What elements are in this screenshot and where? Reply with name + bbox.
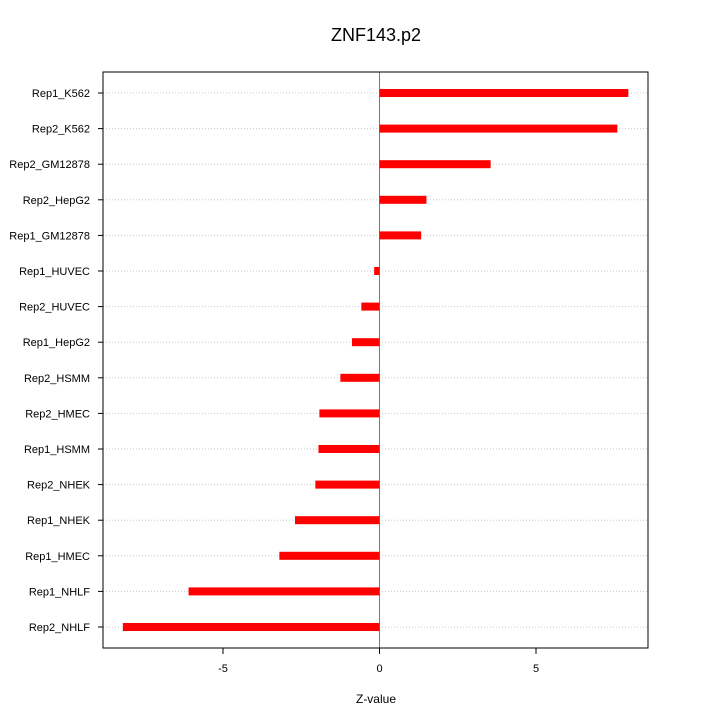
category-label: Rep2_K562: [32, 124, 90, 136]
x-axis-label: Z-value: [356, 692, 396, 706]
chart-title: ZNF143.p2: [331, 25, 421, 45]
bar: [374, 267, 380, 275]
category-label: Rep1_GM12878: [9, 230, 90, 242]
category-label: Rep1_NHLF: [29, 586, 90, 598]
category-label: Rep1_HMEC: [25, 551, 90, 563]
bar: [379, 160, 491, 169]
plot-frame: [102, 71, 649, 649]
category-label: Rep1_K562: [32, 88, 90, 100]
bar: [315, 480, 380, 489]
bar: [379, 195, 427, 204]
grid-lines: [103, 92, 648, 628]
bar: [379, 89, 629, 97]
x-tick-label: -5: [218, 663, 228, 675]
category-label: Rep1_NHEK: [27, 515, 91, 527]
bar: [379, 231, 422, 240]
category-label: Rep1_HepG2: [23, 337, 90, 349]
category-label: Rep2_NHEK: [27, 480, 91, 492]
bar: [188, 587, 380, 596]
category-label: Rep2_GM12878: [9, 159, 90, 171]
category-label: Rep2_HSMM: [24, 373, 90, 385]
category-label: Rep2_HepG2: [23, 195, 90, 207]
x-tick-label: 5: [533, 663, 539, 675]
category-label: Rep1_HUVEC: [19, 266, 90, 278]
category-labels: Rep1_K562 Rep2_K562 Rep2_GM12878 Rep2_HepG2…: [9, 88, 103, 634]
x-axis: -5 0 5: [218, 648, 539, 675]
category-label: Rep1_HSMM: [24, 444, 90, 456]
bars: [122, 89, 629, 631]
category-label: Rep2_HUVEC: [19, 302, 90, 314]
bar: [122, 623, 380, 631]
category-label: Rep2_NHLF: [29, 622, 90, 634]
category-label: Rep2_HMEC: [25, 408, 90, 420]
bar: [319, 409, 380, 418]
bar: [351, 338, 380, 347]
bar: [361, 302, 380, 311]
bar: [279, 551, 380, 560]
bar: [294, 516, 380, 525]
bar: [340, 373, 380, 382]
x-tick-label: 0: [376, 663, 382, 675]
bar: [318, 445, 380, 453]
bar: [379, 124, 618, 133]
